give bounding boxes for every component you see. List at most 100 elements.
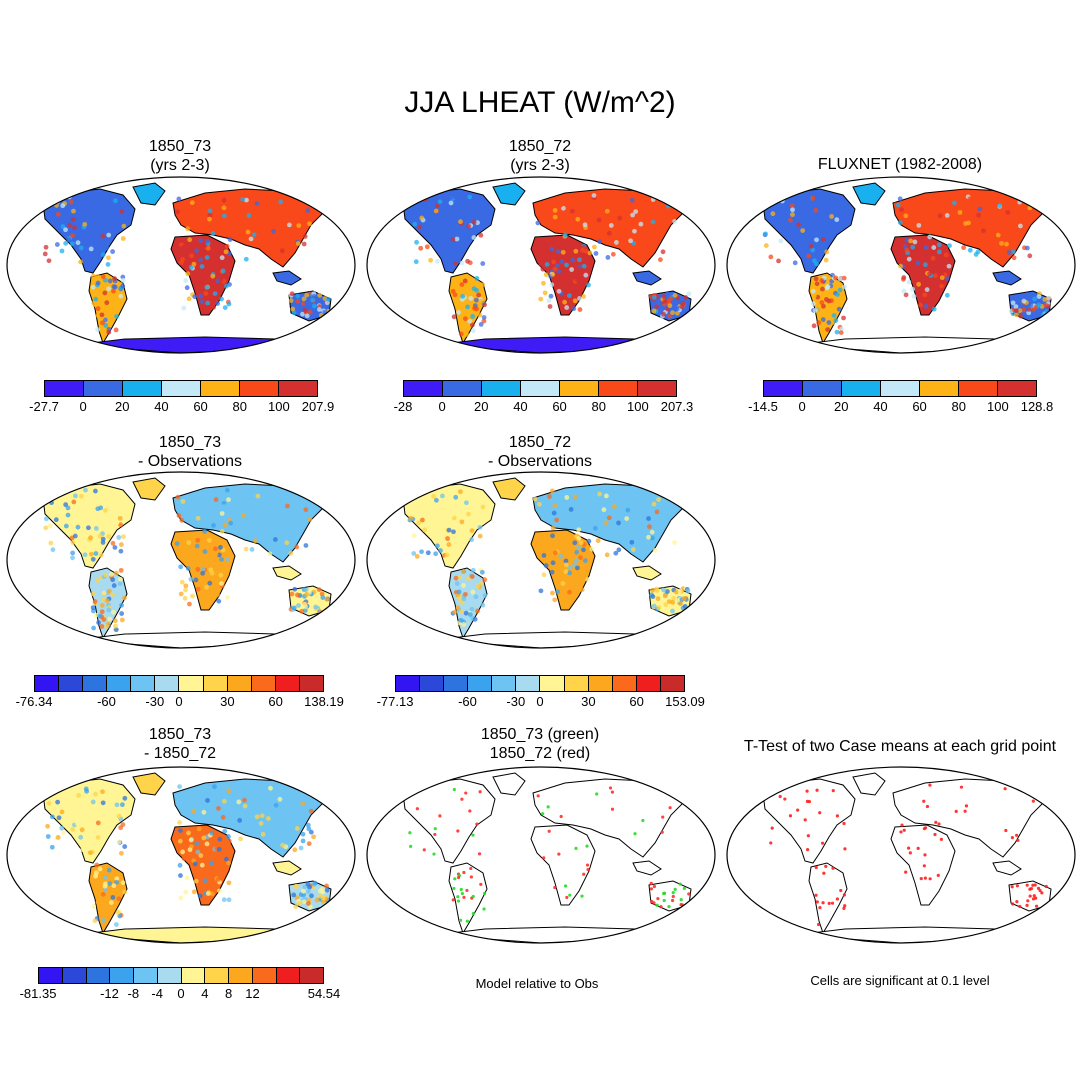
grid-cell bbox=[95, 899, 101, 905]
grid-cell bbox=[903, 292, 909, 298]
grid-cell bbox=[924, 287, 930, 293]
grid-cell bbox=[119, 802, 125, 808]
grid-cell bbox=[937, 822, 941, 826]
grid-cell bbox=[295, 293, 301, 299]
colorbar-swatch bbox=[39, 968, 63, 983]
grid-cell bbox=[568, 506, 574, 512]
grid-cell bbox=[1010, 836, 1014, 840]
grid-cell bbox=[201, 835, 207, 841]
grid-cell bbox=[828, 293, 834, 299]
grid-cell bbox=[806, 253, 812, 259]
grid-cell bbox=[259, 813, 265, 819]
colorbar-p2 bbox=[403, 380, 677, 397]
grid-cell bbox=[475, 583, 481, 589]
colorbar-tick-label: 40 bbox=[873, 399, 888, 414]
grid-cell bbox=[319, 886, 325, 892]
grid-cell bbox=[176, 196, 182, 202]
grid-cell bbox=[481, 318, 487, 324]
grid-cell bbox=[63, 523, 69, 529]
colorbar-swatch bbox=[35, 676, 60, 691]
grid-cell bbox=[1025, 294, 1031, 300]
grid-cell bbox=[414, 553, 420, 559]
grid-cell bbox=[259, 227, 265, 233]
map-border bbox=[6, 766, 356, 944]
grid-cell bbox=[226, 897, 232, 903]
grid-cell bbox=[910, 286, 915, 292]
grid-cell bbox=[98, 552, 104, 558]
grid-cell bbox=[926, 249, 932, 255]
grid-cell bbox=[309, 893, 314, 899]
grid-cell bbox=[482, 593, 488, 598]
grid-cell bbox=[205, 300, 211, 306]
grid-cell bbox=[465, 258, 470, 264]
grid-cell bbox=[464, 500, 469, 506]
grid-cell bbox=[314, 299, 319, 304]
grid-cell bbox=[1046, 295, 1051, 301]
grid-cell bbox=[556, 288, 562, 294]
grid-cell bbox=[90, 799, 96, 805]
grid-cell bbox=[923, 853, 927, 857]
grid-cell bbox=[458, 231, 464, 237]
grid-cell bbox=[93, 791, 98, 797]
grid-cell bbox=[185, 271, 191, 277]
grid-cell bbox=[258, 821, 264, 826]
grid-cell bbox=[661, 587, 666, 593]
grid-cell bbox=[316, 307, 322, 312]
grid-cell bbox=[560, 249, 566, 255]
grid-cell bbox=[73, 493, 78, 499]
grid-cell bbox=[55, 799, 61, 805]
colorbar-swatch bbox=[482, 381, 521, 396]
grid-cell bbox=[472, 292, 478, 298]
grid-cell bbox=[183, 889, 189, 895]
grid-cell bbox=[596, 217, 602, 223]
grid-cell bbox=[226, 838, 232, 844]
colorbar-tick-label: 8 bbox=[225, 986, 233, 1001]
grid-cell bbox=[835, 897, 840, 901]
grid-cell bbox=[186, 296, 192, 302]
grid-cell bbox=[193, 878, 199, 884]
grid-cell bbox=[901, 275, 907, 280]
grid-cell bbox=[100, 252, 106, 257]
grid-cell bbox=[475, 608, 480, 614]
grid-cell bbox=[288, 550, 294, 556]
grid-cell bbox=[111, 609, 116, 615]
panel-title-p5: 1850_72- Observations bbox=[487, 434, 593, 470]
panel-title-p7: 1850_73- 1850_72 bbox=[143, 726, 217, 762]
colorbar-swatch bbox=[444, 676, 469, 691]
grid-cell bbox=[770, 826, 774, 830]
land-region bbox=[272, 860, 302, 876]
grid-cell bbox=[71, 208, 76, 214]
grid-cell bbox=[87, 242, 93, 247]
grid-cell bbox=[226, 497, 231, 503]
grid-cell bbox=[677, 588, 683, 594]
grid-cell bbox=[1025, 903, 1029, 907]
grid-cell bbox=[825, 327, 831, 332]
grid-cell bbox=[99, 609, 105, 615]
grid-cell bbox=[209, 860, 214, 866]
grid-cell bbox=[113, 570, 119, 576]
colorbar-tick-label: 12 bbox=[245, 986, 260, 1001]
grid-cell bbox=[936, 242, 942, 248]
grid-cell bbox=[931, 245, 937, 250]
colorbar-swatch bbox=[131, 676, 156, 691]
grid-cell bbox=[317, 292, 323, 298]
grid-cell bbox=[922, 827, 926, 831]
grid-cell bbox=[218, 545, 223, 550]
grid-cell bbox=[565, 895, 569, 900]
grid-cell bbox=[813, 207, 819, 213]
grid-cell bbox=[302, 307, 308, 313]
grid-cell bbox=[649, 881, 653, 885]
grid-cell bbox=[788, 814, 793, 818]
grid-cell bbox=[110, 249, 116, 254]
grid-cell bbox=[550, 533, 555, 539]
grid-cell bbox=[457, 575, 463, 581]
grid-cell bbox=[904, 237, 910, 243]
grid-cell bbox=[925, 804, 930, 809]
grid-cell bbox=[936, 249, 942, 255]
grid-cell bbox=[820, 841, 825, 845]
map-p1 bbox=[5, 175, 357, 355]
map-border bbox=[366, 176, 716, 354]
grid-cell bbox=[591, 193, 597, 198]
colorbar-swatch bbox=[516, 676, 541, 691]
grid-cell bbox=[95, 306, 101, 312]
